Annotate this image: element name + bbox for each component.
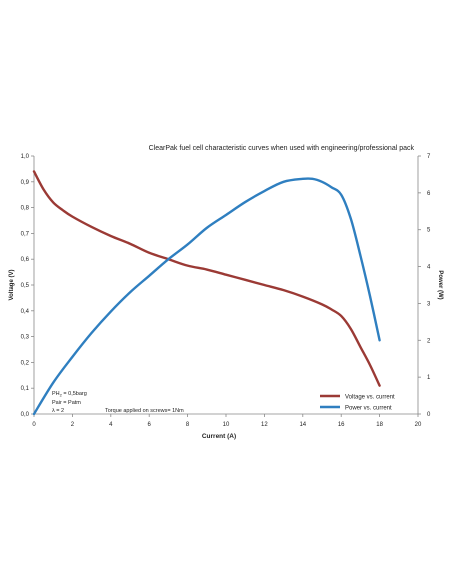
y-left-tick-label: 1,0 xyxy=(21,154,30,160)
x-tick-label: 8 xyxy=(186,422,190,428)
y-right-tick-label: 6 xyxy=(427,191,431,197)
y-right-tick-label: 7 xyxy=(427,154,431,160)
conditions-annotation: PH2 = 0,5barg Pair = Patm λ = 2 Torque a… xyxy=(52,391,184,414)
y-right-tick-label: 0 xyxy=(427,412,431,418)
y-left-tick-label: 0,5 xyxy=(21,283,30,289)
y-left-tick-label: 0,3 xyxy=(21,335,30,341)
y-right-tick-label: 3 xyxy=(427,301,431,307)
annotation-lambda: λ = 2 xyxy=(52,408,64,414)
y-left-tick-label: 0,6 xyxy=(21,257,30,263)
annotation-hydrogen-pressure: PH2 = 0,5barg xyxy=(52,391,87,398)
y-left-tick-group: 0,0 0,1 0,2 0,3 0,4 0,5 0,6 0,7 0,8 0,9 1,0 xyxy=(21,154,34,418)
y-left-tick-label: 0,0 xyxy=(21,412,30,418)
y-left-tick-label: 0,8 xyxy=(21,206,30,212)
y-right-tick-label: 1 xyxy=(427,375,431,381)
series-group xyxy=(32,170,381,416)
series-line-power xyxy=(32,177,381,416)
x-axis-label: Current (A) xyxy=(202,433,236,440)
x-tick-label: 14 xyxy=(299,422,306,428)
y-left-tick-label: 0,4 xyxy=(21,309,30,315)
annotation-air-pressure: Pair = Patm xyxy=(52,400,81,406)
y-left-tick-label: 0,7 xyxy=(21,231,30,237)
x-tick-label: 2 xyxy=(71,422,75,428)
x-tick-label: 18 xyxy=(376,422,383,428)
y-left-tick-label: 0,1 xyxy=(21,386,30,392)
y-left-tick-label: 0,2 xyxy=(21,360,30,366)
y-left-tick-label: 0,9 xyxy=(21,180,30,186)
y-right-tick-label: 5 xyxy=(427,228,431,234)
x-tick-label: 6 xyxy=(148,422,152,428)
legend-label-power: Power vs. current xyxy=(345,406,392,412)
x-tick-label: 0 xyxy=(32,422,36,428)
x-tick-label: 20 xyxy=(415,422,422,428)
chart-title: ClearPak fuel cell characteristic curves… xyxy=(149,145,415,152)
x-tick-label: 4 xyxy=(109,422,113,428)
legend: Voltage vs. current Power vs. current xyxy=(320,395,395,412)
y-right-tick-group: 0 1 2 3 4 5 6 7 xyxy=(418,154,431,418)
y-right-tick-label: 2 xyxy=(427,338,431,344)
y-right-tick-label: 4 xyxy=(427,265,431,271)
x-tick-group: 0 2 4 6 8 10 12 14 16 18 20 xyxy=(32,414,422,428)
x-tick-label: 16 xyxy=(338,422,345,428)
annotation-torque: Torque applied on screws= 1Nm xyxy=(105,408,184,414)
y-axis-right-label: Power (W) xyxy=(437,270,443,299)
y-axis-left-label: Voltage (V) xyxy=(9,270,15,301)
x-tick-label: 12 xyxy=(261,422,268,428)
legend-label-voltage: Voltage vs. current xyxy=(345,395,395,401)
series-line-voltage xyxy=(32,170,381,387)
x-tick-label: 10 xyxy=(223,422,230,428)
